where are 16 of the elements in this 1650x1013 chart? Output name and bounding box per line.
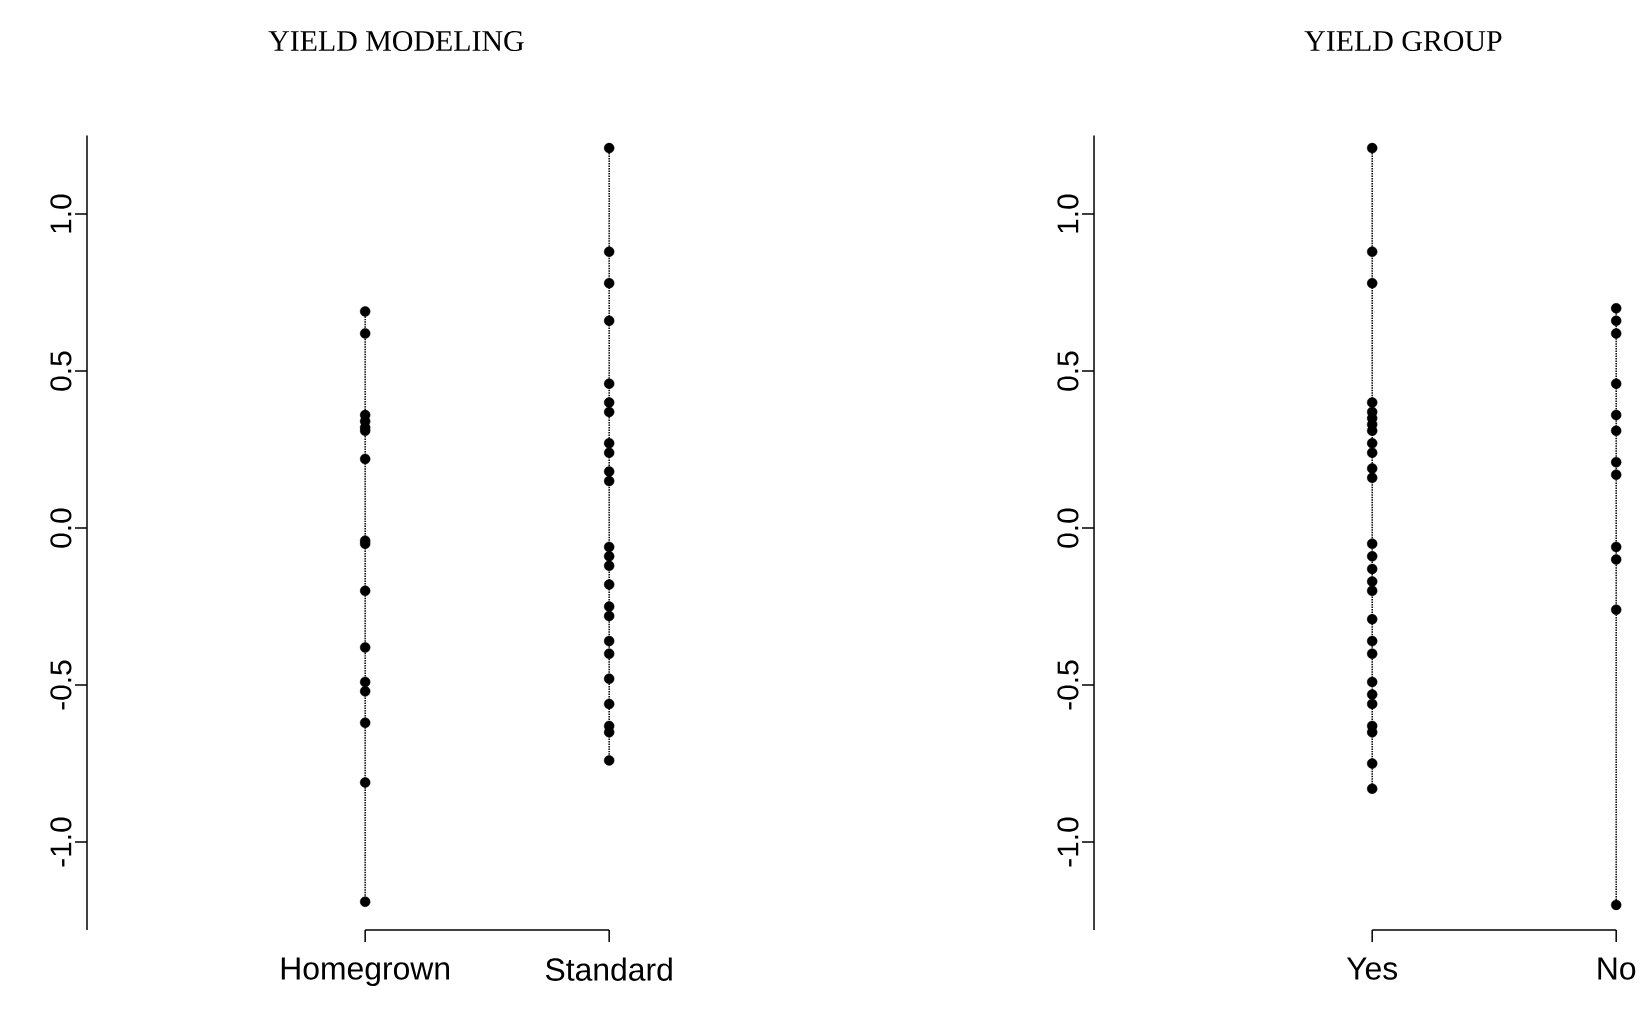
y-tick-label: -0.5 [50,660,72,710]
chart-title: YIELD MODELING [268,30,524,52]
y-tick-label: -0.5 [1057,660,1079,710]
y-tick-label: -1.0 [1057,817,1079,867]
y-tick-label: 1.0 [50,194,72,233]
y-tick-label: 1.0 [1057,194,1079,233]
y-tick-label: 0.5 [50,351,72,391]
x-tick-label: Homegrown [281,957,449,987]
y-tick-label: 0.0 [50,508,72,548]
y-tick-label: -1.0 [50,817,72,867]
y-tick-label: 0.0 [1057,508,1079,548]
x-tick-label: Standard [545,957,672,981]
y-tick-label: 0.5 [1057,351,1079,391]
chart-title: YIELD GROUP [1304,30,1502,52]
x-tick-label: Yes [1346,957,1398,980]
x-tick-label: No [1598,957,1636,980]
